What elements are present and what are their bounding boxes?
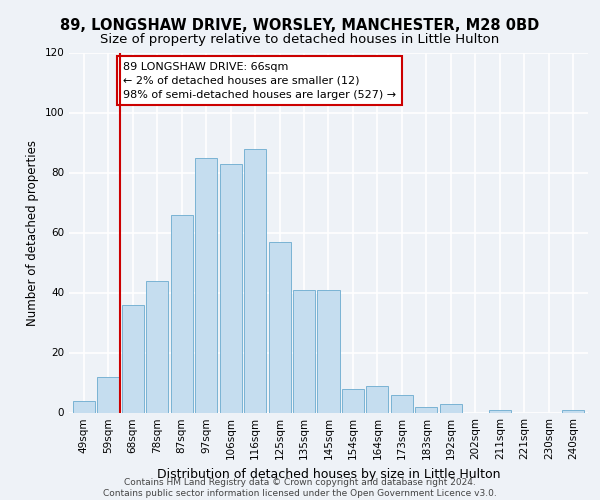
X-axis label: Distribution of detached houses by size in Little Hulton: Distribution of detached houses by size … (157, 468, 500, 481)
Bar (367, 386, 388, 412)
Bar (122, 304, 143, 412)
Text: 89, LONGSHAW DRIVE, WORSLEY, MANCHESTER, M28 0BD: 89, LONGSHAW DRIVE, WORSLEY, MANCHESTER,… (61, 18, 539, 32)
Bar (146, 280, 168, 412)
Bar (562, 410, 584, 412)
Bar (244, 148, 266, 412)
Bar (415, 406, 437, 412)
Bar (317, 290, 340, 412)
Text: Contains HM Land Registry data © Crown copyright and database right 2024.
Contai: Contains HM Land Registry data © Crown c… (103, 478, 497, 498)
Text: Size of property relative to detached houses in Little Hulton: Size of property relative to detached ho… (100, 32, 500, 46)
Bar (73, 400, 95, 412)
Bar (170, 214, 193, 412)
Bar (269, 242, 290, 412)
Bar (342, 388, 364, 412)
Bar (489, 410, 511, 412)
Bar (97, 376, 119, 412)
Bar (293, 290, 315, 412)
Y-axis label: Number of detached properties: Number of detached properties (26, 140, 39, 326)
Bar (195, 158, 217, 412)
Bar (440, 404, 462, 412)
Text: 89 LONGSHAW DRIVE: 66sqm
← 2% of detached houses are smaller (12)
98% of semi-de: 89 LONGSHAW DRIVE: 66sqm ← 2% of detache… (123, 62, 396, 100)
Bar (391, 394, 413, 412)
Bar (220, 164, 242, 412)
